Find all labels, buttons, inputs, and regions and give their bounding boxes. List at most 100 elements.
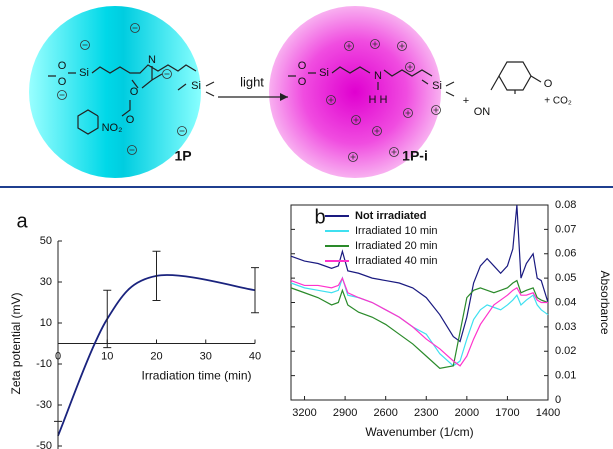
error-bar — [152, 250, 161, 301]
x-tick-label: 2300 — [414, 407, 438, 419]
panel-label: b — [314, 206, 325, 228]
y-tick-label: 0 — [555, 394, 561, 406]
y-tick-label: 10 — [40, 317, 52, 329]
atom-label: H H — [369, 94, 388, 106]
positive-charge — [431, 105, 441, 115]
atom-label: ON — [474, 106, 491, 118]
negative-charge — [80, 40, 90, 50]
charge-sign — [346, 43, 352, 49]
y-tick-label: 0.05 — [555, 272, 576, 284]
negative-charge — [177, 126, 187, 136]
atom-label: NO₂ — [102, 122, 123, 134]
atom-label: O — [58, 60, 67, 72]
negative-charge — [130, 23, 140, 33]
positive-charge — [344, 41, 354, 51]
x-tick-label: 20 — [150, 350, 162, 362]
arrow-label: light — [240, 74, 264, 89]
y-tick-label: -50 — [36, 440, 52, 449]
series-line — [290, 276, 549, 367]
positive-charge — [403, 108, 413, 118]
product-label: 1P-i — [402, 148, 428, 164]
co2: + CO₂ — [544, 96, 572, 107]
x-tick-label: 2000 — [455, 407, 479, 419]
atom-label: Si — [191, 80, 201, 92]
y-tick-label: 0.02 — [555, 345, 576, 357]
x-tick-label: 0 — [55, 350, 61, 362]
negative-charge — [162, 69, 172, 79]
charge-sign — [433, 107, 439, 113]
error-bar — [103, 289, 112, 349]
panel-label: a — [16, 210, 28, 232]
negative-charge — [57, 90, 67, 100]
y-axis-label: Zeta potential (mV) — [9, 292, 23, 394]
x-tick-label: 2900 — [333, 407, 357, 419]
atom-label: N — [374, 70, 382, 82]
product-bonds — [288, 66, 455, 97]
y-tick-label: 0.01 — [555, 370, 576, 382]
positive-charge — [348, 152, 358, 162]
y-tick-label: 30 — [40, 276, 52, 288]
error-bar — [54, 420, 62, 449]
charge-sign — [328, 97, 334, 103]
positive-charge — [326, 95, 336, 105]
charges — [57, 23, 441, 162]
reactant-bonds — [48, 64, 215, 135]
atom-label: Si — [319, 67, 329, 79]
atom-label: O — [298, 76, 307, 88]
atom-label: O — [130, 86, 139, 98]
y-tick-label: 0.08 — [555, 199, 576, 211]
atom-label: Si — [432, 80, 442, 92]
y-axis-label: Absorbance — [598, 270, 612, 334]
error-bar — [251, 267, 259, 314]
y-tick-label: 0.07 — [555, 223, 576, 235]
x-tick-label: 2600 — [373, 407, 397, 419]
charge-sign — [391, 149, 397, 155]
charge-sign — [350, 154, 356, 160]
x-tick-label: 1700 — [495, 407, 519, 419]
atom-label: O — [544, 78, 553, 90]
x-tick-label: 10 — [101, 350, 113, 362]
positive-charge — [351, 115, 361, 125]
charge-sign — [399, 43, 405, 49]
positive-charge — [370, 39, 380, 49]
x-axis-label: Irradiation time (min) — [141, 369, 251, 383]
plus: + — [463, 95, 469, 107]
x-tick-label: 1400 — [536, 407, 560, 419]
legend-label: Not irradiated — [355, 210, 427, 222]
series-line — [57, 274, 256, 437]
arrow-head — [280, 93, 288, 101]
positive-charge — [405, 62, 415, 72]
series-line — [290, 279, 549, 369]
reactant-particle — [29, 6, 201, 178]
charge-sign — [374, 128, 380, 134]
charge-sign — [353, 117, 359, 123]
y-tick-label: 0.03 — [555, 321, 576, 333]
byproduct-ring — [490, 61, 542, 94]
negative-charge — [127, 145, 137, 155]
charge-sign — [372, 41, 378, 47]
series-line — [290, 204, 549, 343]
legend-label: Irradiated 10 min — [355, 225, 438, 237]
scheme: light 1P 1P-i + + CO₂ — [29, 6, 572, 178]
atom-label: N — [148, 54, 156, 66]
y-tick-label: 0.04 — [555, 296, 576, 308]
y-tick-label: 50 — [40, 235, 52, 247]
positive-charge — [372, 126, 382, 136]
x-axis-label: Wavenumber (1/cm) — [365, 425, 473, 439]
series-line — [290, 276, 548, 367]
legend-label: Irradiated 40 min — [355, 255, 438, 267]
atom-label: O — [298, 60, 307, 72]
charge-sign — [405, 110, 411, 116]
x-tick-label: 3200 — [292, 407, 316, 419]
positive-charge — [389, 147, 399, 157]
positive-charge — [397, 41, 407, 51]
atom-label: O — [126, 114, 135, 126]
y-tick-label: -30 — [36, 399, 52, 411]
charge-sign — [407, 64, 413, 70]
x-tick-label: 40 — [249, 350, 261, 362]
atom-label: O — [58, 76, 67, 88]
x-tick-label: 30 — [200, 350, 212, 362]
reactant-label: 1P — [174, 148, 191, 164]
legend-label: Irradiated 20 min — [355, 240, 438, 252]
